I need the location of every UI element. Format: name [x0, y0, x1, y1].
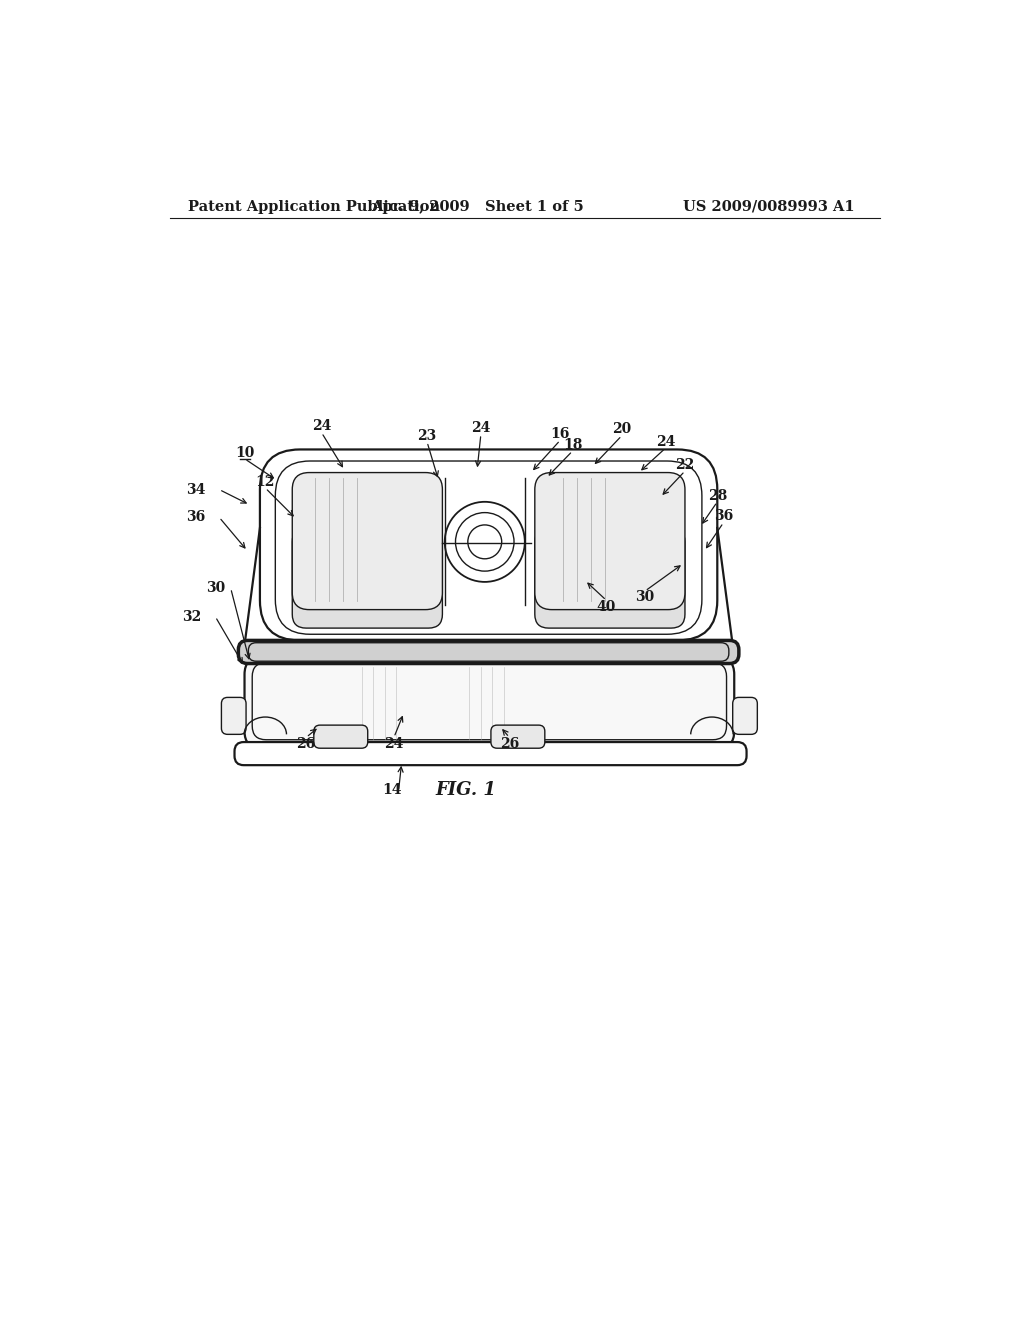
Text: 20: 20 [612, 422, 632, 437]
FancyBboxPatch shape [733, 697, 758, 734]
Text: 24: 24 [312, 420, 331, 433]
Text: 32: 32 [182, 610, 202, 623]
Text: 10: 10 [234, 446, 254, 459]
Text: US 2009/0089993 A1: US 2009/0089993 A1 [683, 199, 854, 214]
FancyBboxPatch shape [313, 725, 368, 748]
Text: 36: 36 [714, 510, 733, 524]
FancyBboxPatch shape [292, 473, 442, 610]
Text: 24: 24 [384, 737, 403, 751]
FancyBboxPatch shape [221, 697, 246, 734]
Text: 12: 12 [256, 475, 275, 488]
Text: 24: 24 [656, 434, 676, 449]
Text: 26: 26 [297, 737, 315, 751]
Text: 28: 28 [708, 488, 727, 503]
Text: 16: 16 [551, 428, 570, 441]
Text: 34: 34 [186, 483, 206, 496]
FancyBboxPatch shape [260, 449, 717, 640]
Text: 40: 40 [597, 599, 616, 614]
Text: 30: 30 [635, 590, 654, 605]
Text: 24: 24 [471, 421, 490, 434]
Text: 22: 22 [676, 458, 694, 471]
FancyBboxPatch shape [292, 528, 442, 628]
Text: 23: 23 [418, 429, 436, 442]
Text: Patent Application Publication: Patent Application Publication [188, 199, 440, 214]
FancyBboxPatch shape [239, 640, 739, 664]
Text: 14: 14 [383, 783, 402, 797]
Text: 30: 30 [206, 581, 225, 595]
FancyBboxPatch shape [245, 657, 734, 748]
FancyBboxPatch shape [535, 528, 685, 628]
Text: 18: 18 [563, 438, 583, 451]
Text: Apr. 9, 2009   Sheet 1 of 5: Apr. 9, 2009 Sheet 1 of 5 [371, 199, 584, 214]
Text: FIG. 1: FIG. 1 [435, 781, 496, 799]
Text: 26: 26 [500, 737, 519, 751]
Text: 36: 36 [186, 511, 206, 524]
FancyBboxPatch shape [535, 473, 685, 610]
FancyBboxPatch shape [234, 742, 746, 766]
FancyBboxPatch shape [275, 461, 701, 635]
FancyBboxPatch shape [490, 725, 545, 748]
